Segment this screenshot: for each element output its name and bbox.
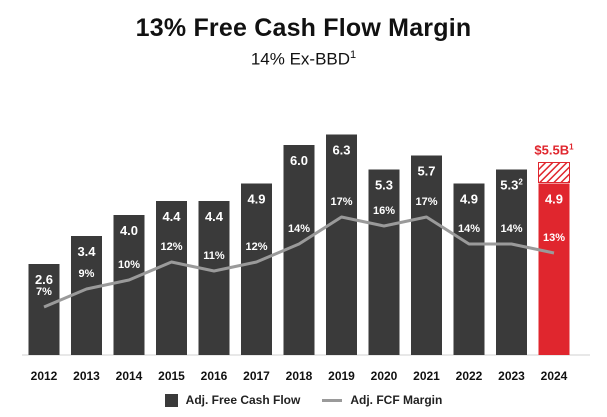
bar-value-label-2018: 6.0 [290,153,308,168]
margin-label-2017: 12% [245,241,267,253]
bar-extension-hatched-2024 [538,162,570,183]
bar-value-label-2019: 6.3 [332,143,350,158]
bar-value-label-2014: 4.0 [120,223,138,238]
chart-subtitle: 14% Ex-BBD1 [0,49,607,70]
bar-value-label-2024: 4.9 [545,192,563,207]
margin-label-2016: 11% [203,250,225,262]
legend-item-fcf: Adj. Free Cash Flow [164,393,301,407]
legend-bar-swatch [164,393,178,407]
margin-label-2024: 13% [543,232,565,244]
x-tick-label-2017: 2017 [243,369,270,383]
bar-2017 [241,183,272,355]
margin-label-2020: 16% [373,205,395,217]
bar-2023 [496,169,527,355]
bar-2014 [113,215,145,355]
legend-bar-label: Adj. Free Cash Flow [185,393,301,407]
bar-2013 [71,236,102,355]
bar-value-footnote-2023: 2 [518,178,523,187]
bar-2021 [411,155,442,355]
legend-line-swatch [322,398,343,402]
margin-label-2014: 10% [118,259,140,271]
subtitle-text: 14% Ex-BBD [250,49,351,69]
bar-value-label-2022: 4.9 [460,192,478,207]
x-tick-label-2016: 2016 [201,369,228,383]
x-tick-label-2023: 2023 [498,369,525,383]
x-tick-label-2014: 2014 [116,369,143,383]
margin-label-2013: 9% [79,268,95,280]
line-layer [43,215,555,309]
x-tick-label-2013: 2013 [73,369,100,383]
fcf-margin-line [43,215,555,309]
x-tick-label-2019: 2019 [328,369,355,383]
subtitle-footnote: 1 [350,49,357,61]
legend-line-label: Adj. FCF Margin [350,393,443,407]
margin-label-2021: 17% [415,196,437,208]
legend-item-margin: Adj. FCF Margin [322,393,442,407]
x-tick-label-2015: 2015 [158,369,185,383]
bar-value-label-2013: 3.4 [77,244,96,259]
bar-value-label-2021: 5.7 [417,164,435,179]
x-tick-label-2020: 2020 [371,369,398,383]
bar-2016 [198,201,230,355]
chart-legend: Adj. Free Cash Flow Adj. FCF Margin [0,393,607,407]
bar-value-label-2020: 5.3 [375,178,393,193]
margin-label-2022: 14% [458,223,480,235]
bar-2012 [28,264,60,355]
chart-title: 13% Free Cash Flow Margin [135,14,472,42]
x-tick-label-2024: 2024 [541,369,568,383]
bar-2020 [368,169,400,355]
bar-value-label-2017: 4.9 [247,192,265,207]
bar-2022 [453,183,485,355]
labels-layer: 2.6 2012 3.4 2013 4.0 2014 4.4 2015 4.4 2016 4.9 20… [31,143,574,384]
bar-2015 [156,201,187,355]
x-tick-label-2021: 2021 [413,369,440,383]
margin-label-2018: 14% [288,223,310,235]
bar-extension-footnote: 1 [569,143,574,152]
bar-value-label-2015: 4.4 [162,209,181,224]
bar-2024 [538,183,570,355]
margin-label-2019: 17% [330,196,352,208]
bar-2019 [326,134,357,355]
bar-extension-label: $5.5B1 [534,143,574,158]
x-tick-label-2012: 2012 [31,369,58,383]
bar-value-label-2023: 5.32 [500,178,523,193]
margin-label-2023: 14% [500,223,522,235]
x-tick-label-2022: 2022 [456,369,483,383]
margin-label-2015: 12% [160,241,182,253]
x-tick-label-2018: 2018 [286,369,313,383]
bar-value-label-2012: 2.6 [35,272,53,287]
margin-label-2012: 7% [36,286,52,298]
bar-value-label-2016: 4.4 [205,209,224,224]
